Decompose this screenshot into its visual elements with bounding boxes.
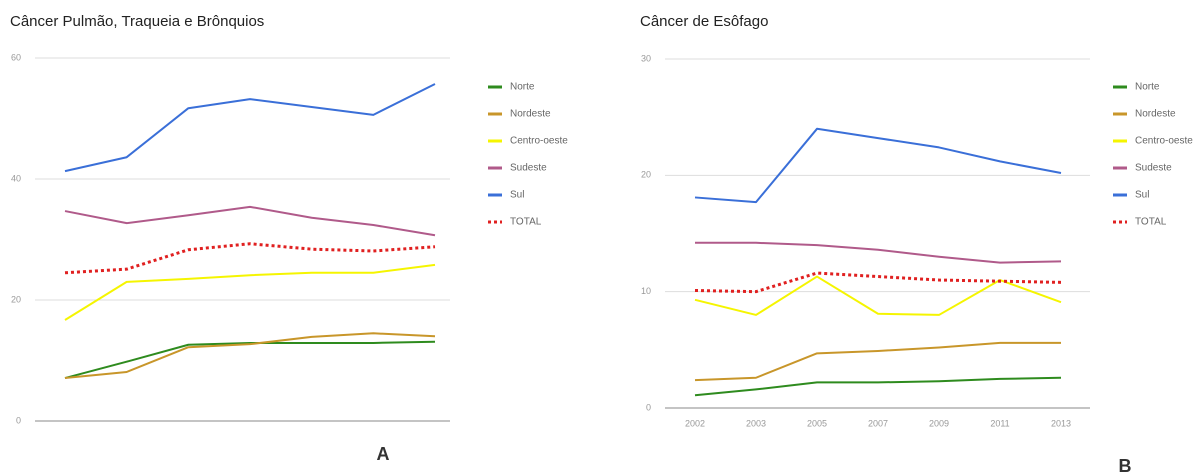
x-tick-label: 2003 — [746, 418, 766, 428]
legend-label: Norte — [1135, 82, 1160, 93]
legend-label: TOTAL — [510, 217, 542, 228]
series-line — [695, 241, 1062, 264]
series-line — [694, 127, 1062, 204]
legend-label: Sudeste — [1135, 163, 1172, 174]
series-line — [64, 83, 436, 173]
chart-title: Câncer Pulmão, Traqueia e Brônquios — [10, 13, 264, 30]
series-line — [64, 263, 436, 321]
x-tick-label: 2007 — [868, 418, 888, 428]
series-line — [694, 376, 1062, 397]
series-line — [694, 271, 1062, 294]
legend-label: Sul — [510, 190, 524, 201]
legend-label: Centro-oeste — [1135, 136, 1193, 147]
y-tick-label: 10 — [641, 286, 651, 296]
y-tick-label: 20 — [641, 170, 651, 180]
chart-title: Câncer de Esôfago — [640, 13, 768, 30]
y-tick-label: 0 — [16, 415, 21, 425]
series-line — [64, 205, 436, 237]
x-tick-label: 2005 — [807, 418, 827, 428]
series-line — [64, 340, 436, 380]
y-tick-label: 20 — [11, 294, 21, 304]
y-tick-label: 60 — [11, 52, 21, 62]
legend-label: Nordeste — [1135, 109, 1176, 120]
y-tick-label: 30 — [641, 53, 651, 63]
legend-label: Sudeste — [510, 163, 547, 174]
series-line — [64, 242, 436, 275]
legend-label: Norte — [510, 82, 535, 93]
legend-label: Nordeste — [510, 109, 551, 120]
series-line — [694, 341, 1061, 382]
panel-letter: B — [1119, 456, 1132, 476]
x-tick-label: 2002 — [685, 418, 705, 428]
series-line — [64, 332, 436, 380]
legend-label: Sul — [1135, 190, 1149, 201]
y-tick-label: 40 — [11, 173, 21, 183]
legend-label: Centro-oeste — [510, 136, 568, 147]
x-tick-label: 2009 — [929, 418, 949, 428]
y-tick-label: 0 — [646, 402, 651, 412]
x-tick-label: 2013 — [1051, 418, 1071, 428]
x-tick-label: 2011 — [990, 418, 1009, 428]
panel-letter: A — [377, 444, 390, 464]
legend-label: TOTAL — [1135, 217, 1167, 228]
